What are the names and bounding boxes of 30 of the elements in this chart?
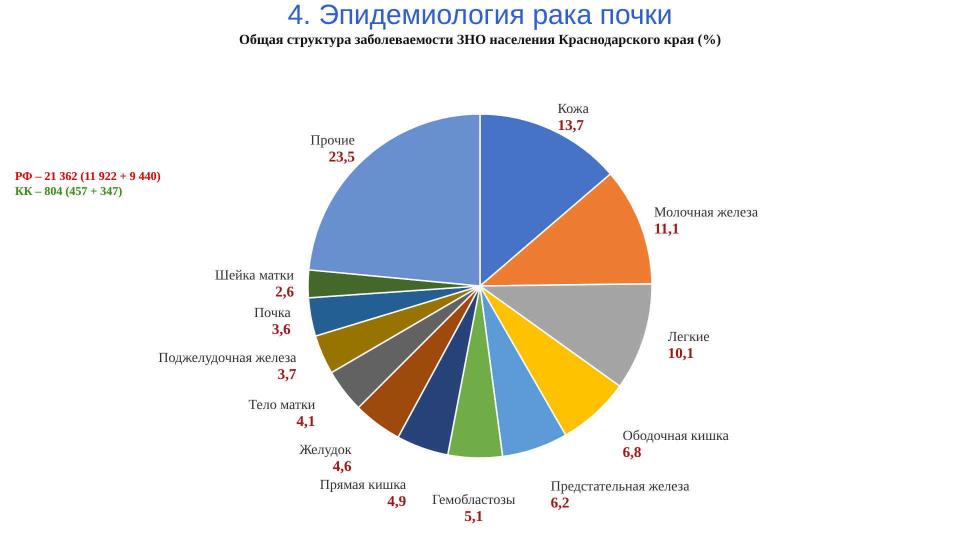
slice-label: Легкие bbox=[668, 330, 710, 346]
data-label: 3,7 bbox=[278, 367, 297, 384]
slice-label: Желудок bbox=[299, 443, 352, 458]
slice-label: Прямая кишка bbox=[320, 478, 407, 494]
slice-label: Предстательная железа bbox=[550, 479, 690, 494]
data-label: 5,1 bbox=[464, 508, 484, 525]
text: КК – 804 (457 + 347) bbox=[15, 184, 122, 198]
data-label: 6,2 bbox=[550, 495, 570, 512]
chart-subtitle: Общая структура заболеваемости ЗНО населения Краснодарского края (%) bbox=[239, 33, 722, 48]
data-label: 6,8 bbox=[622, 444, 642, 461]
slice-label: Кожа bbox=[558, 102, 590, 117]
data-label: 4,9 bbox=[387, 494, 406, 510]
slice-label: Ободочная кишка bbox=[622, 428, 730, 444]
slice-label: Шейка матки bbox=[214, 268, 295, 284]
text: РФ – 21 362 (11 922 + 9 440) bbox=[15, 169, 161, 183]
slice-label: Поджелудочная железа bbox=[158, 351, 298, 366]
data-label: 10,1 bbox=[668, 346, 694, 362]
chart-title: 4. Эпидемиология рака почки bbox=[288, 0, 672, 30]
slice-label: Тело матки bbox=[248, 398, 316, 413]
data-label: 3,6 bbox=[272, 322, 292, 338]
data-label: 4,1 bbox=[296, 414, 316, 430]
data-label: 23,5 bbox=[328, 149, 355, 166]
data-label: 11,1 bbox=[654, 221, 680, 238]
slice-label: Гемобластозы bbox=[432, 492, 516, 508]
slice-label: Прочие bbox=[310, 133, 355, 148]
data-label: 13,7 bbox=[558, 118, 584, 134]
data-label: 4,6 bbox=[332, 459, 352, 476]
slice-label: Почка bbox=[254, 306, 292, 321]
data-label: 2,6 bbox=[275, 284, 295, 301]
slice-label: Молочная железа bbox=[654, 205, 759, 220]
